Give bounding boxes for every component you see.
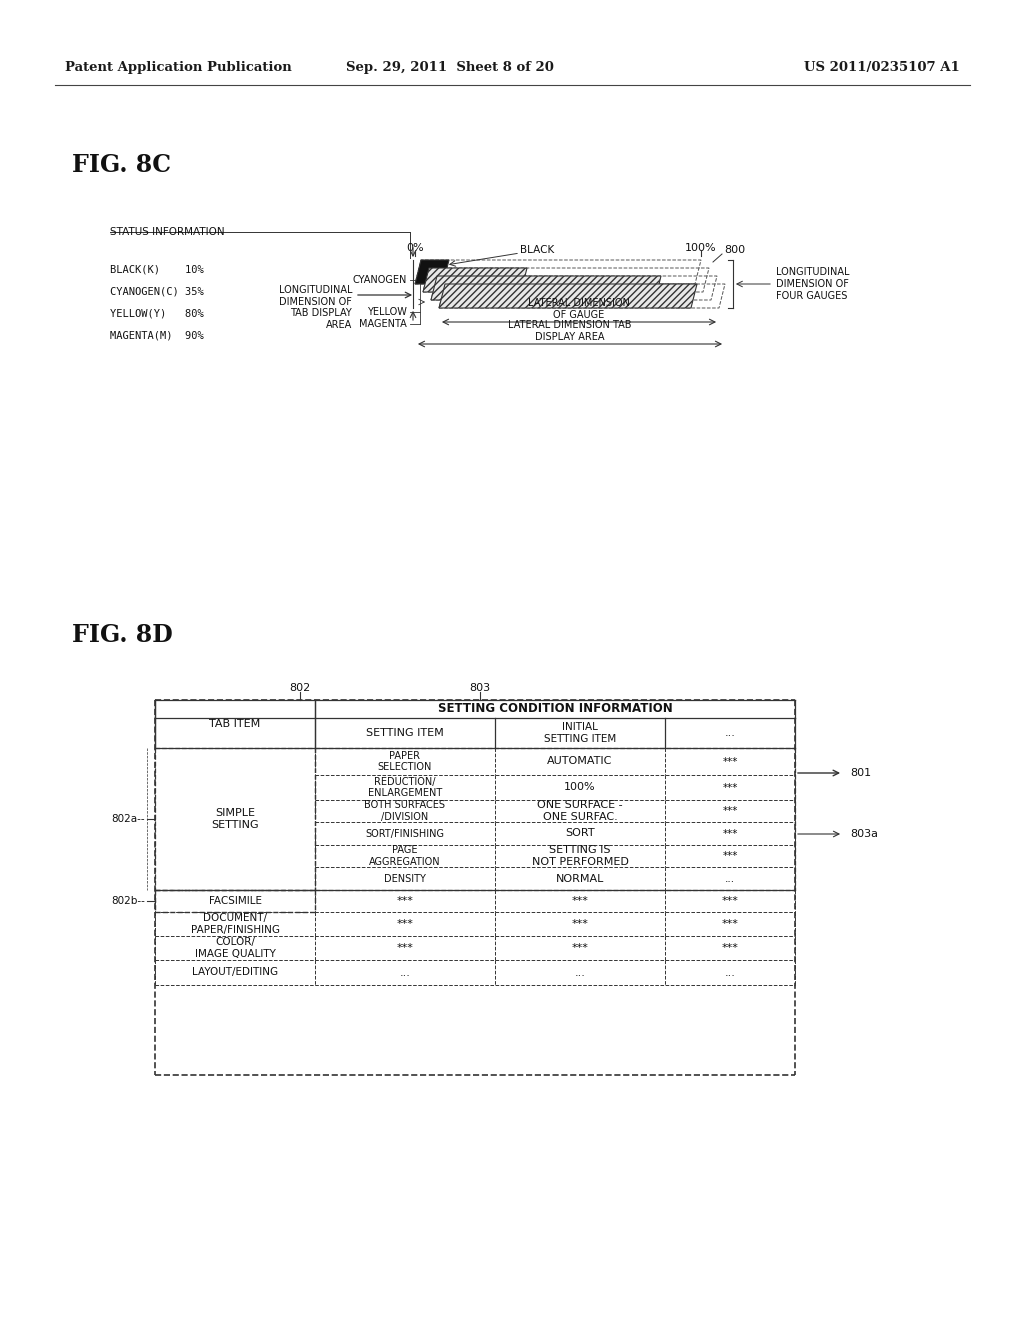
Text: ***: *** (571, 896, 589, 906)
Polygon shape (423, 268, 527, 292)
Text: STATUS INFORMATION: STATUS INFORMATION (110, 227, 224, 238)
Text: ***: *** (571, 942, 589, 953)
Text: LATERAL DIMENSION
OF GAUGE: LATERAL DIMENSION OF GAUGE (528, 298, 630, 319)
Text: 100%: 100% (564, 783, 596, 792)
Text: 100%: 100% (685, 243, 717, 253)
Text: SETTING IS
NOT PERFORMED: SETTING IS NOT PERFORMED (531, 845, 629, 867)
Text: 801: 801 (850, 768, 871, 777)
Text: ***: *** (722, 851, 737, 861)
Polygon shape (439, 284, 697, 308)
Text: BOTH SURFACES
/DIVISION: BOTH SURFACES /DIVISION (365, 800, 445, 822)
Text: NORMAL: NORMAL (556, 874, 604, 883)
Text: FIG. 8D: FIG. 8D (72, 623, 173, 647)
Text: ***: *** (722, 829, 737, 838)
Text: DOCUMENT/
PAPER/FINISHING: DOCUMENT/ PAPER/FINISHING (190, 913, 280, 935)
Text: 800: 800 (724, 246, 745, 255)
Text: YELLOW: YELLOW (368, 308, 407, 317)
Text: INITIAL
SETTING ITEM: INITIAL SETTING ITEM (544, 722, 616, 743)
Text: ONE SURFACE -
ONE SURFAC.: ONE SURFACE - ONE SURFAC. (538, 800, 623, 822)
Text: 802b--: 802b-- (112, 896, 145, 906)
Text: 803: 803 (469, 682, 490, 693)
Text: AUTOMATIC: AUTOMATIC (547, 756, 612, 767)
Text: ...: ... (574, 968, 586, 978)
Polygon shape (415, 260, 449, 284)
Text: CYANOGEN: CYANOGEN (352, 275, 407, 285)
Text: LAYOUT/EDITING: LAYOUT/EDITING (191, 968, 279, 978)
Text: REDUCTION/
ENLARGEMENT: REDUCTION/ ENLARGEMENT (368, 776, 442, 799)
Text: ...: ... (725, 874, 735, 883)
Text: BLACK: BLACK (520, 246, 554, 255)
Text: SORT/FINISHING: SORT/FINISHING (366, 829, 444, 838)
Text: 802: 802 (290, 682, 310, 693)
Text: ...: ... (399, 968, 411, 978)
Text: LONGITUDINAL
DIMENSION OF
FOUR GAUGES: LONGITUDINAL DIMENSION OF FOUR GAUGES (776, 268, 850, 301)
Text: ***: *** (571, 919, 589, 929)
Text: SORT: SORT (565, 829, 595, 838)
Text: ***: *** (722, 756, 737, 767)
Text: SETTING CONDITION INFORMATION: SETTING CONDITION INFORMATION (437, 702, 673, 715)
Text: FIG. 8C: FIG. 8C (72, 153, 171, 177)
Text: ***: *** (396, 942, 414, 953)
Text: PAGE
AGGREGATION: PAGE AGGREGATION (370, 845, 440, 867)
Text: ***: *** (722, 783, 737, 792)
Text: DENSITY: DENSITY (384, 874, 426, 883)
Text: SETTING ITEM: SETTING ITEM (367, 729, 443, 738)
Text: LONGITUDINAL
DIMENSION OF
TAB DISPLAY
AREA: LONGITUDINAL DIMENSION OF TAB DISPLAY AR… (279, 285, 352, 330)
Text: PAPER
SELECTION: PAPER SELECTION (378, 751, 432, 772)
Text: CYANOGEN(C) 35%: CYANOGEN(C) 35% (110, 286, 204, 297)
Text: LATERAL DIMENSION TAB
DISPLAY AREA: LATERAL DIMENSION TAB DISPLAY AREA (508, 321, 632, 342)
Text: 0%: 0% (407, 243, 424, 253)
Polygon shape (431, 276, 662, 300)
Text: ***: *** (722, 807, 737, 816)
Text: YELLOW(Y)   80%: YELLOW(Y) 80% (110, 309, 204, 319)
Text: Patent Application Publication: Patent Application Publication (65, 62, 292, 74)
Text: SIMPLE
SETTING: SIMPLE SETTING (211, 808, 259, 830)
Text: ***: *** (396, 919, 414, 929)
Text: BLACK(K)    10%: BLACK(K) 10% (110, 265, 204, 275)
Text: COLOR/
IMAGE QUALITY: COLOR/ IMAGE QUALITY (195, 937, 275, 958)
Text: ...: ... (725, 729, 735, 738)
Text: ***: *** (722, 896, 738, 906)
Text: Sep. 29, 2011  Sheet 8 of 20: Sep. 29, 2011 Sheet 8 of 20 (346, 62, 554, 74)
Text: 803a: 803a (850, 829, 878, 840)
Text: 802a--: 802a-- (112, 814, 145, 824)
Text: ***: *** (396, 896, 414, 906)
Text: FACSIMILE: FACSIMILE (209, 896, 261, 906)
Text: US 2011/0235107 A1: US 2011/0235107 A1 (804, 62, 961, 74)
Text: ***: *** (722, 942, 738, 953)
Text: MAGENTA(M)  90%: MAGENTA(M) 90% (110, 331, 204, 341)
Text: ...: ... (725, 968, 735, 978)
Text: ***: *** (722, 919, 738, 929)
Text: MAGENTA: MAGENTA (359, 319, 407, 329)
Text: TAB ITEM: TAB ITEM (209, 719, 261, 729)
